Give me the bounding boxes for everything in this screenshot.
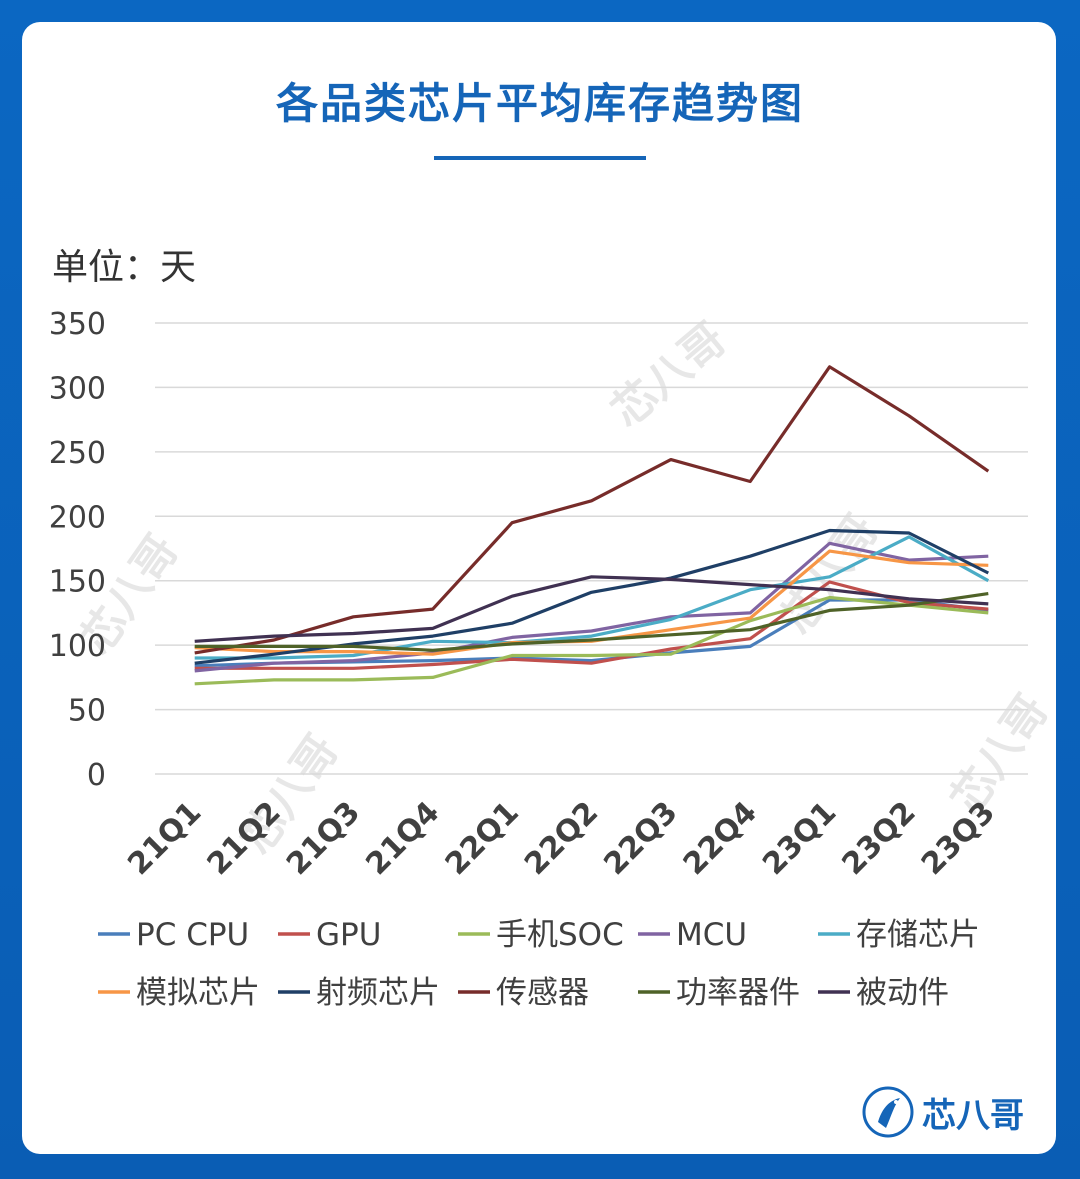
x-tick-label: 21Q2: [201, 795, 288, 882]
legend-label: 被动件: [856, 975, 949, 1011]
series-line: [194, 535, 990, 660]
y-tick-label: 150: [49, 565, 106, 600]
y-tick-label: 200: [49, 500, 106, 535]
x-tick-label: 22Q4: [677, 795, 764, 882]
legend-label: 模拟芯片: [136, 975, 260, 1011]
series-line: [194, 541, 989, 673]
y-tick-label: 250: [49, 436, 106, 471]
x-tick-label: 23Q1: [756, 795, 843, 882]
chart-title: 各品类芯片平均库存趋势图: [275, 79, 804, 128]
brand-logo: 芯八哥: [860, 1082, 1024, 1142]
title-underline: [434, 156, 646, 160]
series-line: [194, 595, 989, 686]
x-tick-label: 22Q1: [439, 795, 526, 882]
x-tick-label: 21Q3: [280, 795, 367, 882]
legend-label: 手机SOC: [496, 917, 624, 953]
series-line: [194, 580, 989, 670]
y-tick-label: 300: [49, 371, 106, 406]
y-tick-label: 350: [49, 307, 106, 342]
legend-label: 射频芯片: [316, 975, 440, 1011]
legend-label: 功率器件: [676, 975, 800, 1011]
legend-label: PC CPU: [136, 917, 249, 953]
legend-label: 存储芯片: [856, 917, 980, 953]
legend-label: 传感器: [496, 975, 589, 1011]
y-tick-label: 0: [87, 758, 106, 793]
legend-label: MCU: [676, 917, 747, 953]
x-tick-label: 23Q3: [915, 795, 1002, 882]
y-tick-label: 100: [49, 629, 106, 664]
legend-label: GPU: [316, 917, 381, 953]
bird-logo-icon: [862, 1086, 914, 1138]
x-tick-label: 22Q3: [597, 795, 684, 882]
series-line: [194, 575, 989, 643]
y-tick-label: 50: [68, 694, 106, 729]
x-tick-label: 22Q2: [518, 795, 605, 882]
x-tick-label: 21Q4: [359, 795, 446, 882]
series-line: [194, 592, 989, 652]
logo-text: 芯八哥: [922, 1095, 1024, 1136]
x-tick-label: 23Q2: [836, 795, 923, 882]
series-line: [194, 365, 990, 655]
x-tick-label: 21Q1: [121, 795, 208, 882]
unit-label: 单位：天: [52, 247, 197, 288]
